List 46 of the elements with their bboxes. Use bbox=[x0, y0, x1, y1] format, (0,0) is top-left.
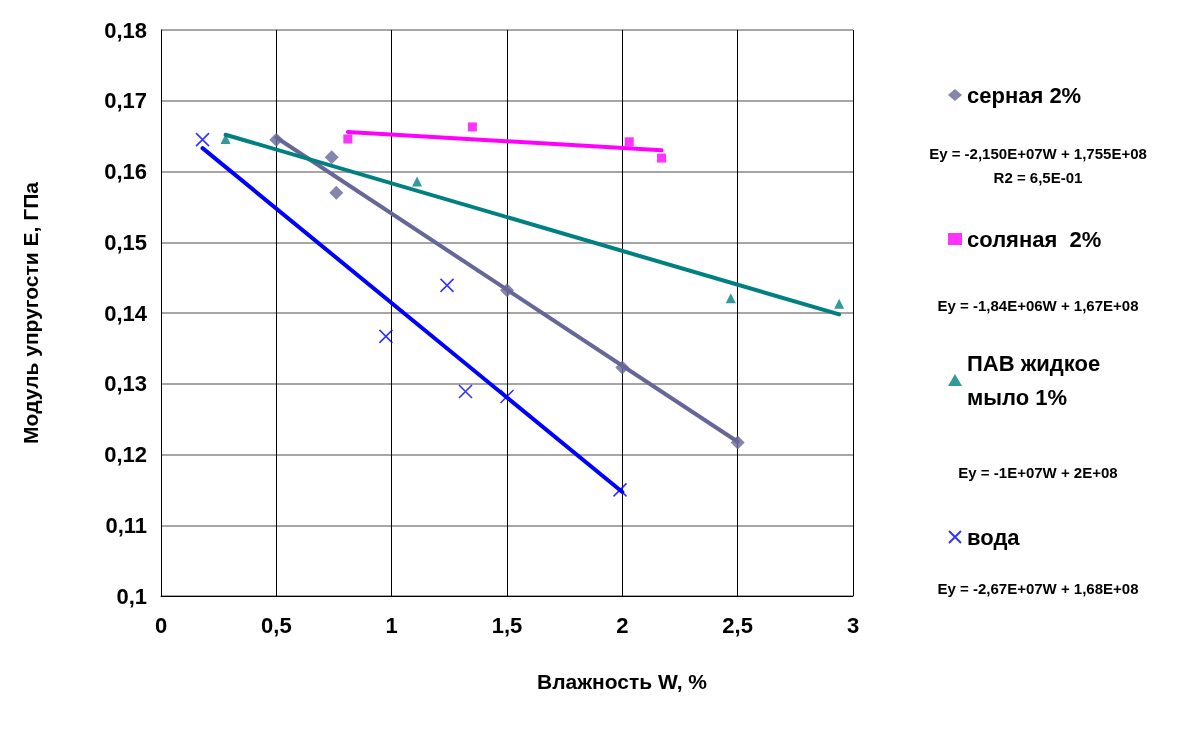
legend-label: серная 2% bbox=[967, 82, 1082, 108]
point bbox=[269, 132, 284, 147]
y-tick-label: 0,18 bbox=[104, 17, 147, 43]
y-tick-label: 0,13 bbox=[104, 371, 147, 397]
point bbox=[612, 482, 628, 498]
text: Ey = -1E+07W + 2E+08 bbox=[958, 464, 1118, 481]
point bbox=[343, 134, 353, 144]
legend-label: соляная 2% bbox=[967, 226, 1102, 252]
point bbox=[439, 278, 455, 293]
y-tick-label: 0,1 bbox=[116, 583, 147, 609]
text: Ey = -2,67E+07W + 1,68E+08 bbox=[937, 580, 1139, 597]
point bbox=[412, 176, 423, 187]
x-tick-label: 0,5 bbox=[261, 612, 292, 638]
point bbox=[834, 298, 845, 309]
y-tick-label: 0,12 bbox=[104, 442, 147, 467]
x-tick-label: 1,5 bbox=[491, 612, 523, 638]
point bbox=[730, 435, 745, 450]
x-tick-label: 1 bbox=[385, 612, 398, 638]
y-axis-title: Модуль упругости E, ГПа bbox=[19, 181, 42, 444]
point bbox=[624, 137, 634, 147]
point bbox=[467, 122, 477, 132]
x-axis-title: Влажность W, % bbox=[536, 670, 708, 693]
legend-label: вода bbox=[967, 524, 1021, 550]
point bbox=[329, 185, 344, 200]
point bbox=[378, 329, 394, 344]
y-tick-label: 0,14 bbox=[104, 300, 148, 326]
text: R2 = 6,5E-01 bbox=[993, 169, 1083, 186]
point bbox=[657, 153, 667, 163]
x-tick-label: 3 bbox=[846, 612, 860, 638]
x-tick-label: 0 bbox=[154, 612, 168, 638]
point bbox=[499, 389, 515, 404]
x-tick-label: 2,5 bbox=[722, 612, 753, 638]
y-tick-label: 0,16 bbox=[104, 159, 147, 184]
point bbox=[725, 293, 736, 304]
text: Ey = -2,150E+07W + 1,755E+08 bbox=[929, 145, 1147, 162]
x-tick-label: 2 bbox=[616, 612, 629, 638]
point bbox=[195, 132, 210, 147]
text: Ey = -1,84E+06W + 1,67E+08 bbox=[937, 297, 1139, 314]
y-tick-label: 0,11 bbox=[105, 512, 147, 538]
y-tick-label: 0,15 bbox=[104, 229, 147, 255]
point bbox=[458, 384, 473, 399]
y-tick-label: 0,17 bbox=[104, 88, 147, 114]
legend-label: ПАВ жидкое мыло 1% bbox=[967, 350, 1101, 410]
point bbox=[615, 360, 630, 375]
point bbox=[324, 150, 339, 165]
point bbox=[500, 283, 514, 298]
